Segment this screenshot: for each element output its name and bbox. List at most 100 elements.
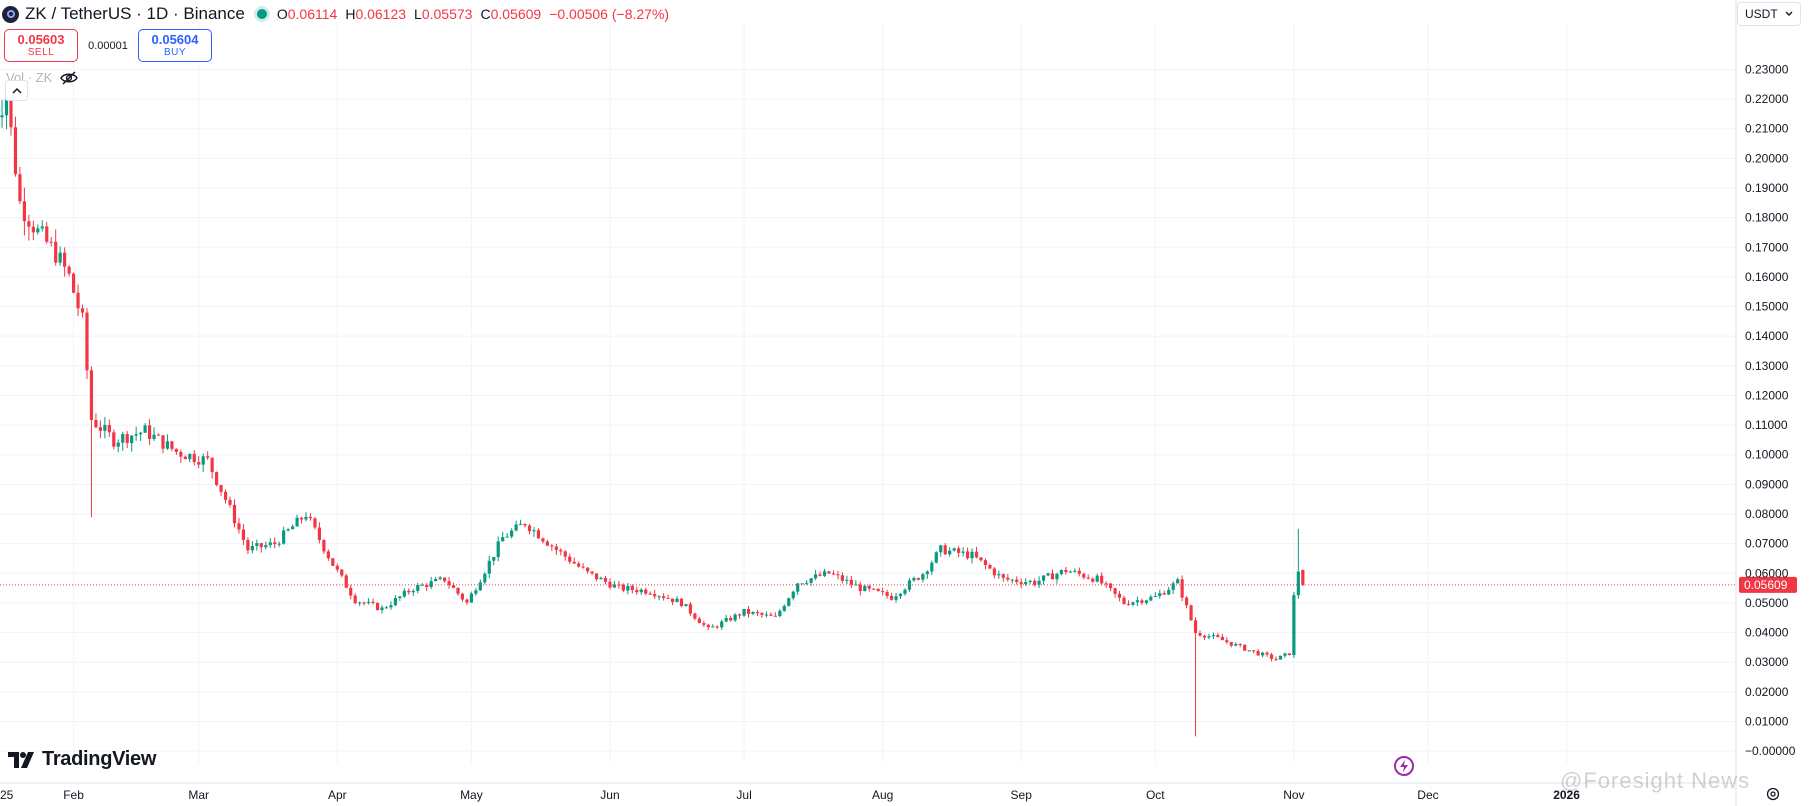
x-tick-label: Nov bbox=[1283, 788, 1304, 802]
candle bbox=[621, 583, 625, 593]
candle bbox=[197, 456, 201, 469]
candle bbox=[353, 593, 357, 605]
candle bbox=[31, 220, 35, 241]
candle bbox=[1278, 655, 1283, 660]
candle bbox=[9, 97, 13, 136]
candle bbox=[116, 439, 120, 453]
candle bbox=[1144, 599, 1148, 605]
candle bbox=[657, 595, 661, 601]
candle bbox=[13, 116, 18, 177]
symbol-title[interactable]: ZK / TetherUS · 1D · Binance bbox=[25, 4, 245, 23]
y-tick-label: 0.13000 bbox=[1745, 359, 1789, 373]
candle bbox=[635, 586, 639, 595]
candle bbox=[335, 563, 339, 573]
candle bbox=[764, 611, 769, 618]
candle bbox=[813, 569, 818, 581]
candle bbox=[769, 612, 773, 616]
candle bbox=[94, 413, 98, 429]
candle bbox=[407, 588, 411, 595]
candle bbox=[550, 543, 554, 552]
candle bbox=[358, 601, 362, 607]
candle bbox=[1024, 578, 1028, 586]
collapse-legend-button[interactable] bbox=[5, 80, 28, 101]
candle bbox=[957, 546, 961, 558]
candle bbox=[246, 537, 250, 555]
candle bbox=[898, 592, 903, 599]
currency-dropdown[interactable]: USDT bbox=[1737, 2, 1801, 26]
candle bbox=[974, 546, 979, 559]
candle bbox=[925, 570, 929, 579]
candle bbox=[599, 576, 603, 580]
candle bbox=[992, 567, 996, 579]
candle bbox=[948, 547, 952, 557]
ohlc-change: −0.00506 (−8.27%) bbox=[549, 6, 670, 22]
candle bbox=[876, 588, 880, 592]
x-tick-label: Feb bbox=[63, 788, 84, 802]
y-tick-label: 0.15000 bbox=[1745, 300, 1789, 314]
candle bbox=[751, 611, 755, 616]
candle bbox=[1220, 633, 1224, 641]
settings-gear-icon[interactable] bbox=[1765, 786, 1781, 802]
candle bbox=[532, 527, 536, 537]
candle bbox=[434, 576, 438, 582]
candle bbox=[206, 451, 210, 460]
ohlc-close-value: 0.05609 bbox=[490, 6, 542, 22]
last-price-label: 0.05609 bbox=[1744, 578, 1788, 592]
candle bbox=[510, 528, 514, 539]
tradingview-logo[interactable]: TradingView bbox=[8, 748, 156, 771]
candle bbox=[791, 590, 795, 601]
x-tick-label: May bbox=[460, 788, 483, 802]
candle bbox=[1274, 656, 1278, 662]
candle bbox=[501, 531, 505, 542]
candle bbox=[139, 431, 143, 442]
candle bbox=[729, 615, 733, 622]
candle bbox=[237, 517, 241, 534]
candle bbox=[45, 221, 49, 244]
candle bbox=[1229, 642, 1233, 648]
ohlc-high-key: H bbox=[345, 6, 356, 22]
watermark: @Foresight News bbox=[1560, 768, 1751, 793]
candle bbox=[492, 556, 496, 566]
candle bbox=[679, 598, 684, 608]
sell-button[interactable]: 0.05603 SELL bbox=[4, 29, 78, 62]
lightning-icon[interactable] bbox=[1394, 756, 1414, 776]
candle bbox=[228, 496, 232, 508]
candle bbox=[215, 471, 219, 487]
candle bbox=[76, 284, 80, 317]
candle bbox=[746, 605, 751, 618]
candle bbox=[702, 620, 706, 628]
y-tick-label: 0.19000 bbox=[1745, 181, 1789, 195]
candle bbox=[255, 539, 259, 551]
candle bbox=[1176, 577, 1180, 584]
candle bbox=[1207, 633, 1211, 640]
candle bbox=[572, 557, 576, 565]
candle bbox=[1113, 587, 1117, 598]
buy-price: 0.05604 bbox=[151, 32, 199, 47]
candle bbox=[313, 517, 317, 530]
tradingview-logo-icon bbox=[8, 751, 34, 768]
candle bbox=[934, 551, 938, 564]
candle bbox=[71, 272, 76, 294]
candle bbox=[1028, 579, 1032, 585]
candle bbox=[1162, 590, 1166, 596]
y-tick-label: 0.05000 bbox=[1745, 596, 1789, 610]
candle bbox=[970, 548, 974, 564]
candle bbox=[916, 577, 920, 581]
candle bbox=[881, 587, 885, 596]
candle bbox=[496, 536, 500, 562]
candle bbox=[219, 484, 223, 497]
candle bbox=[156, 433, 161, 436]
candle bbox=[54, 229, 58, 266]
buy-button[interactable]: 0.05604 BUY bbox=[138, 29, 212, 62]
y-tick-label: 0.08000 bbox=[1745, 507, 1789, 521]
candle bbox=[27, 214, 31, 241]
y-tick-label: 0.07000 bbox=[1745, 537, 1789, 551]
candle bbox=[380, 605, 384, 614]
hide-eye-icon[interactable] bbox=[60, 71, 79, 85]
x-tick-label: Sep bbox=[1011, 788, 1033, 802]
candle bbox=[796, 582, 800, 595]
last-price-line: 0.05609 bbox=[0, 576, 1797, 593]
candle bbox=[742, 609, 746, 617]
candle bbox=[514, 520, 518, 532]
